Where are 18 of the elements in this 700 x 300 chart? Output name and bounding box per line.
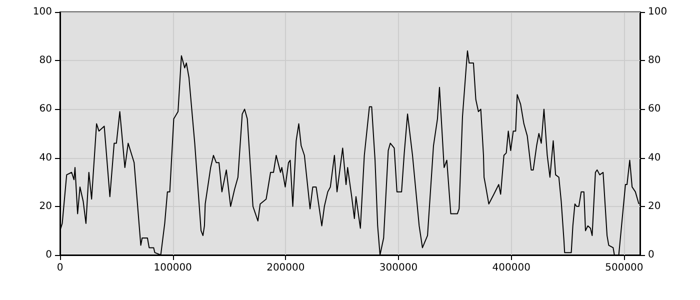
- y-tick-label: 0: [46, 250, 52, 260]
- y2-tick-label: 60: [648, 104, 661, 115]
- x-tick-label: 0: [56, 262, 64, 274]
- y-tick-label: 80: [39, 55, 52, 66]
- x-tick-label: 300000: [379, 262, 418, 274]
- y2-tick-label: 100: [648, 6, 668, 18]
- x-tick-label: 200000: [266, 262, 305, 274]
- x-tick-label: 400000: [492, 262, 530, 274]
- y-tick-label: 20: [39, 200, 52, 212]
- x-tick-label: 100000: [154, 262, 192, 274]
- y2-tick-label: 0: [648, 250, 654, 260]
- y-tick-label: 60: [39, 104, 52, 115]
- y2-tick-label: 40: [648, 152, 661, 164]
- x-tick-label: 500000: [605, 262, 644, 274]
- y-tick-label: 100: [32, 6, 52, 18]
- y2-tick-label: 80: [648, 55, 661, 66]
- y2-tick-label: 20: [648, 200, 661, 212]
- y-tick-label: 40: [39, 152, 52, 164]
